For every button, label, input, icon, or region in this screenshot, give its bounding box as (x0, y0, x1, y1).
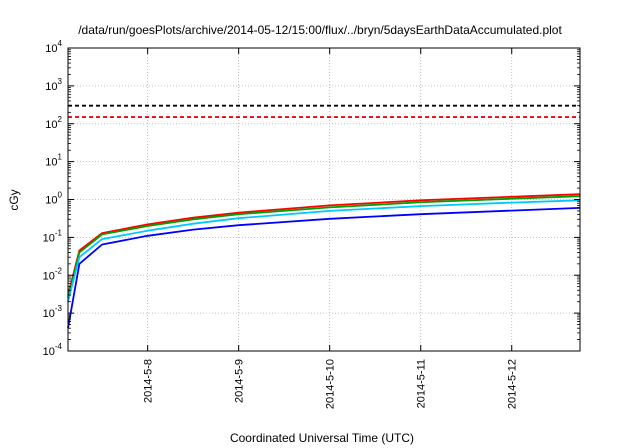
series-line (67, 207, 581, 329)
y-tick-label: 103 (45, 77, 62, 93)
threshold-lines (68, 104, 580, 118)
x-tick-label: 2014-5-8 (143, 359, 155, 403)
x-tick-label: 2014-5-10 (325, 359, 337, 409)
y-tick-label: 10-1 (43, 228, 63, 244)
series-line (67, 195, 581, 299)
y-tick-label: 104 (45, 39, 62, 55)
y-axis: 10-4 10-3 10-2 10-1 100 101 102 103 104 (43, 39, 580, 358)
y-tick-label: 10-3 (43, 304, 63, 320)
x-axis-label: Coordinated Universal Time (UTC) (230, 431, 414, 445)
chart-title: /data/run/goesPlots/archive/2014-05-12/1… (78, 23, 562, 37)
x-axis: 2014-5-8 2014-5-9 2014-5-10 2014-5-11 2014-5… (143, 48, 519, 409)
x-tick-label: 2014-5-9 (234, 359, 246, 403)
y-tick-label: 101 (45, 153, 62, 169)
y-tick-label: 102 (45, 115, 62, 131)
y-tick-label: 100 (45, 191, 62, 207)
x-tick-label: 2014-5-11 (416, 359, 428, 408)
series-line (67, 193, 581, 296)
y-axis-label: cGy (7, 189, 21, 210)
y-tick-label: 10-2 (43, 266, 63, 282)
series-line (67, 199, 581, 302)
data-series (67, 193, 581, 329)
y-tick-label: 10-4 (43, 342, 63, 358)
x-tick-label: 2014-5-12 (507, 359, 519, 409)
